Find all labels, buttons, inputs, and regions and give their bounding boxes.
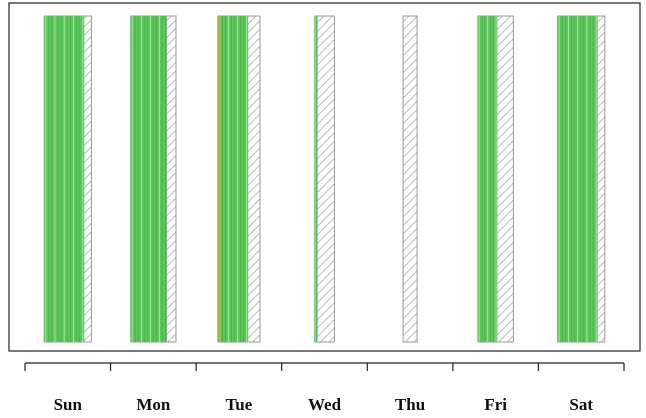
x-tick-label-sun: Sun [54, 395, 83, 414]
bar-thu [402, 15, 418, 343]
x-tick-label-wed: Wed [308, 395, 342, 414]
bar-sat [557, 15, 606, 343]
bar-sun [43, 15, 92, 343]
x-tick-label-thu: Thu [395, 395, 425, 414]
bar-wed [314, 15, 335, 343]
x-tick-labels-group: Sun Mon Tue Wed Thu Fri Sat [54, 395, 594, 414]
bar-green-fill [217, 16, 249, 342]
bars-group [43, 15, 606, 343]
x-tick-label-fri: Fri [484, 395, 507, 414]
bar-hatch [402, 15, 418, 343]
bar-green-fill [130, 16, 167, 342]
x-ticks-group [24, 363, 625, 371]
x-tick-label-mon: Mon [136, 395, 171, 414]
bar-green-fill [314, 16, 318, 342]
bar-tue [217, 15, 261, 343]
bar-fri [477, 15, 514, 343]
x-tick-label-tue: Tue [226, 395, 253, 414]
bar-mon [130, 15, 177, 343]
x-tick-label-sat: Sat [569, 395, 593, 414]
plot-frame [8, 2, 641, 352]
